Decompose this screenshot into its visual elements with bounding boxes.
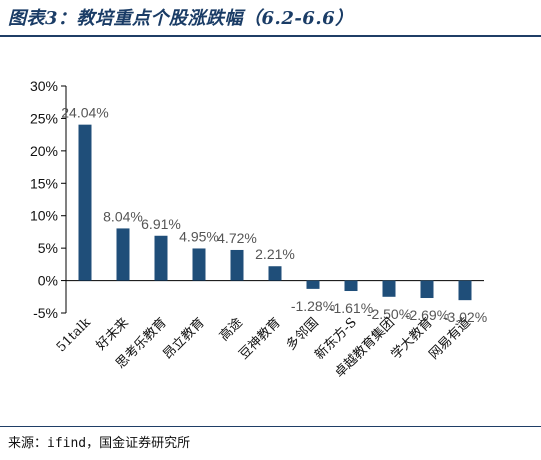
y-tick-label: -5% (33, 305, 58, 321)
source-note: 来源：ifind，国金证券研究所 (8, 436, 191, 451)
category-label: 豆神教育 (236, 315, 284, 363)
category-label: 昂立教育 (160, 315, 208, 363)
data-label: 8.04% (103, 208, 143, 224)
bar-chart: -5%0%5%10%15%20%25%30% 24.04%8.04%6.91%4… (30, 78, 487, 381)
y-tick-label: 10% (30, 208, 58, 224)
data-label: -3.02% (443, 309, 487, 325)
bar (268, 266, 282, 281)
title-divider (0, 35, 541, 37)
chart-title: 图表3：教培重点个股涨跌幅（6.2-6.6） (8, 8, 354, 29)
y-axis: -5% 0% 5% 10% 15% 20% 25% 30% (30, 78, 67, 321)
bar (382, 280, 396, 297)
bar (458, 280, 472, 301)
data-label: 4.72% (217, 230, 257, 246)
data-label: 2.21% (255, 246, 295, 262)
data-label: 4.95% (179, 228, 219, 244)
data-label: -1.28% (291, 298, 335, 314)
data-label: 24.04% (61, 105, 108, 121)
bar (230, 249, 244, 281)
data-label: 6.91% (141, 216, 181, 232)
bar (78, 124, 92, 281)
y-tick-label: 15% (30, 175, 58, 191)
y-tick-label: 30% (30, 78, 58, 94)
footer-divider (0, 426, 541, 427)
bar (344, 280, 358, 292)
y-tick-label: 20% (30, 143, 58, 159)
bar (154, 235, 168, 281)
y-tick-label: 0% (38, 273, 58, 289)
bar (116, 228, 130, 281)
category-label: 51talk (54, 315, 94, 355)
data-labels-group: 24.04% 8.04%6.91%4.95%4.72%2.21% -1.28%-1.… (61, 105, 487, 326)
y-tick-label: 25% (30, 110, 58, 126)
y-tick-label: 5% (38, 240, 58, 256)
data-label: -2.50% (367, 306, 411, 322)
category-label: 高途 (216, 315, 246, 345)
bar (192, 248, 206, 281)
bars-group (78, 124, 472, 301)
data-label: -1.61% (329, 300, 373, 316)
bar (420, 280, 434, 299)
bar (306, 280, 320, 289)
data-label: -2.69% (405, 307, 449, 323)
